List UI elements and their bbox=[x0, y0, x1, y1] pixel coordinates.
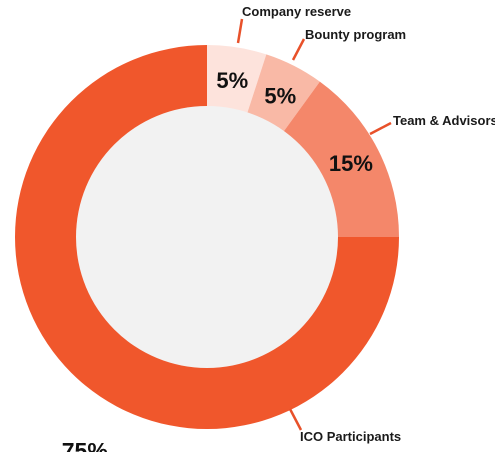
pct-label-company-reserve: 5% bbox=[216, 68, 248, 93]
pct-label-ico-participants: 75% bbox=[62, 438, 108, 452]
donut-center-hole bbox=[76, 106, 338, 368]
callout-line-bounty-program bbox=[291, 38, 306, 61]
callout-line-company-reserve bbox=[236, 18, 244, 44]
callout-layer: Company reserve Bounty program Team & Advi… bbox=[236, 4, 495, 444]
callout-label-team-advisors: Team & Advisors bbox=[393, 113, 495, 128]
callout-label-bounty-program: Bounty program bbox=[305, 27, 406, 42]
callout-label-company-reserve: Company reserve bbox=[242, 4, 351, 19]
percentage-labels: 5% 5% 15% 75% bbox=[62, 68, 373, 452]
pct-label-team-advisors: 15% bbox=[329, 151, 373, 176]
callout-label-ico-participants: ICO Participants bbox=[300, 429, 401, 444]
callout-line-team-advisors bbox=[369, 121, 392, 136]
pct-label-bounty-program: 5% bbox=[264, 84, 296, 109]
callout-line-ico-participants bbox=[288, 408, 303, 431]
